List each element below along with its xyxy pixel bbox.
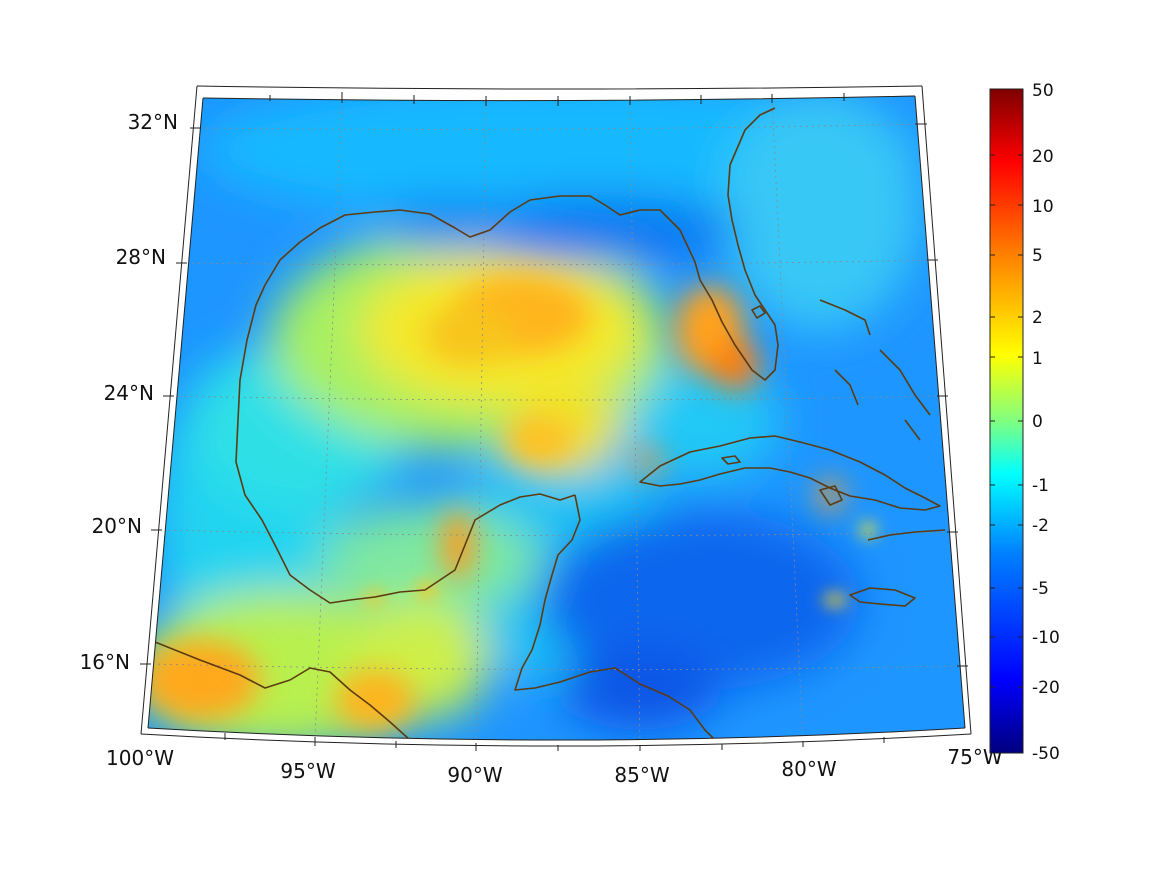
- colorbar-label-0: 0: [1032, 412, 1043, 432]
- cuba-coastline: [639, 435, 941, 511]
- colorbar-ticks: [990, 154, 1023, 688]
- lon-label-85w: 85°W: [614, 763, 669, 787]
- map-frame: [140, 85, 972, 751]
- lon-label-80w: 80°W: [781, 757, 836, 781]
- coastlines: [154, 107, 946, 740]
- colorbar-label-neg50: -50: [1032, 744, 1060, 764]
- lon-label-95w: 95°W: [280, 759, 335, 783]
- colorbar: 50 20 10 5 2 1 0 -1 -2 -5 -10 -20 -50: [989, 81, 1060, 764]
- latitude-labels: 32°N 28°N 24°N 20°N 16°N: [80, 110, 178, 674]
- colorbar-label-10: 10: [1032, 197, 1054, 217]
- pacific-coastline: [154, 641, 411, 740]
- lat-label-32n: 32°N: [128, 110, 178, 134]
- bahamas-coastline: [819, 299, 931, 441]
- lon-label-90w: 90°W: [447, 763, 502, 787]
- gulf-coastline: [235, 107, 779, 604]
- colorbar-label-1: 1: [1032, 349, 1043, 369]
- lat-label-28n: 28°N: [116, 245, 166, 269]
- graticule: [151, 97, 961, 740]
- isla-juventud-coastline: [721, 455, 741, 465]
- yucatan-coastline: [514, 494, 721, 740]
- jamaica-coastline: [849, 587, 916, 607]
- colorbar-label-neg10: -10: [1032, 628, 1060, 648]
- colorbar-label-neg20: -20: [1032, 678, 1060, 698]
- colorbar-label-5: 5: [1032, 246, 1043, 266]
- cayman-islets: [819, 485, 843, 506]
- hispaniola-coastline: [867, 529, 946, 541]
- colorbar-label-neg5: -5: [1032, 579, 1049, 599]
- longitude-labels: 100°W 95°W 90°W 85°W 80°W 75°W: [106, 745, 1003, 787]
- colorbar-label-20: 20: [1032, 147, 1054, 167]
- lat-label-24n: 24°N: [104, 381, 154, 405]
- map-field: [148, 96, 965, 740]
- colorbar-label-neg2: -2: [1032, 516, 1049, 536]
- lat-label-20n: 20°N: [92, 514, 142, 538]
- colorbar-label-2: 2: [1032, 308, 1043, 328]
- lake-coastline: [751, 305, 766, 319]
- colorbar-label-neg1: -1: [1032, 476, 1049, 496]
- lon-label-100w: 100°W: [106, 746, 174, 770]
- colorbar-label-50: 50: [1032, 81, 1054, 101]
- lat-label-16n: 16°N: [80, 650, 130, 674]
